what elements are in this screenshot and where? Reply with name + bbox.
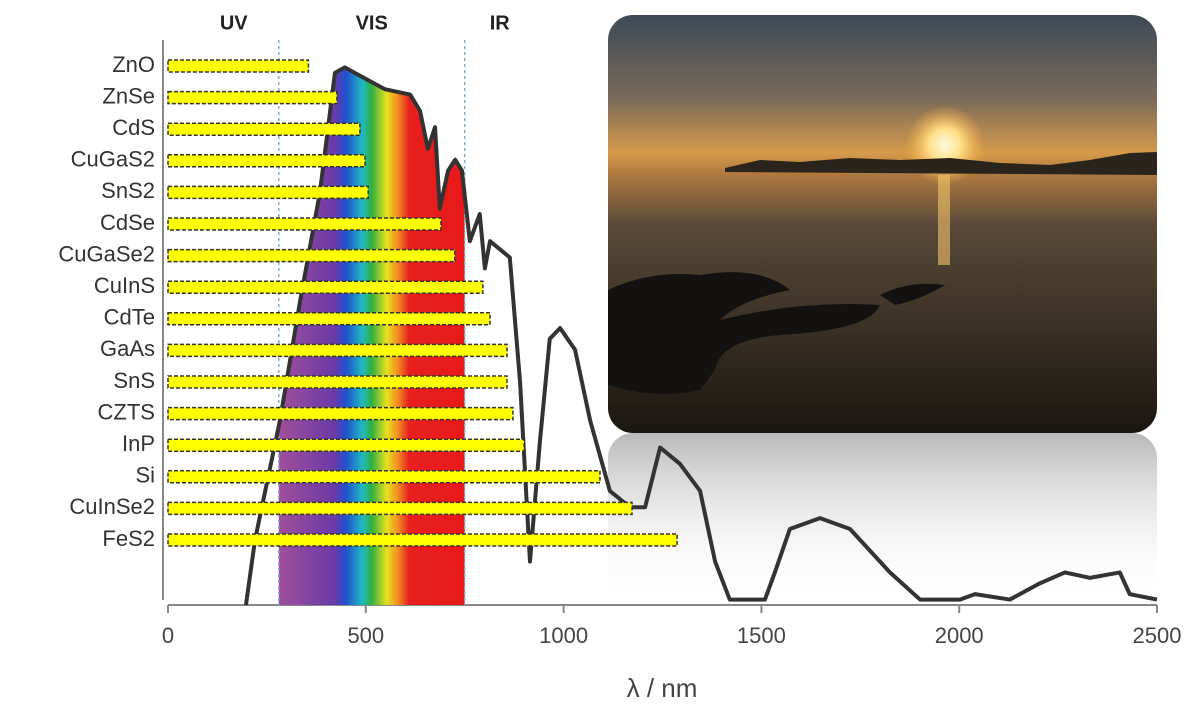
y-tick-label: FeS2 [102,526,155,551]
bar [168,155,365,167]
x-tick-label: 0 [162,623,174,648]
y-tick-label: CdTe [104,305,155,330]
chart: λ / nm 0 500 1000 1500 2000 2500 UV VIS IR ZnO ZnS… [0,0,1199,707]
bar [168,534,677,546]
bar [168,471,600,483]
y-tick-label: CdS [112,115,155,140]
bar [168,344,507,356]
y-tick-label: InP [122,431,155,456]
y-tick-label: CdSe [100,210,155,235]
x-tick-label: 500 [347,623,384,648]
bar [168,92,337,104]
region-label: VIS [356,12,388,34]
y-tick-label: ZnO [112,52,155,77]
bar [168,439,524,451]
bar [168,376,507,388]
bar [168,502,632,514]
y-tick-label: SnS [113,368,155,393]
bar [168,408,513,420]
y-tick-label: CuGaSe2 [58,241,155,266]
x-tick-label: 1000 [539,623,588,648]
y-tick-label: CZTS [98,399,155,424]
region-label: IR [490,12,511,34]
x-tick-label: 1500 [737,623,786,648]
bar [168,123,360,135]
y-tick-label: CuGaS2 [71,147,155,172]
x-tick-label: 2500 [1133,623,1182,648]
region-label: UV [220,12,248,34]
bar [168,313,490,325]
x-tick-label: 2000 [935,623,984,648]
bar [168,186,368,198]
y-tick-label: CuInS [94,273,155,298]
x-axis-label: λ / nm [627,673,698,703]
y-tick-label: Si [135,463,155,488]
y-tick-label: ZnSe [102,83,155,108]
bar [168,218,441,230]
bar [168,281,483,293]
y-tick-label: GaAs [100,336,155,361]
photo [608,15,1157,603]
bar [168,250,455,262]
y-tick-label: SnS2 [101,178,155,203]
y-tick-label: CuInSe2 [69,494,155,519]
bar [168,60,308,72]
